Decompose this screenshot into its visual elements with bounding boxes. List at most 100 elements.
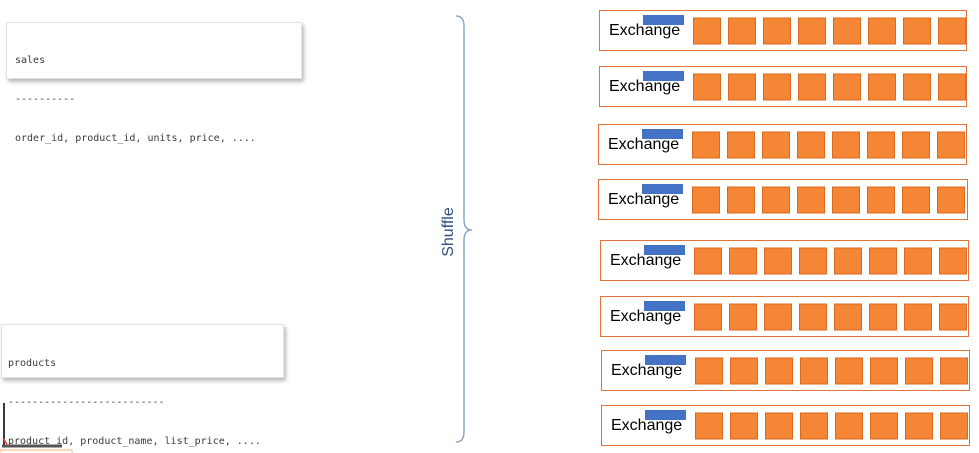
partition-block <box>868 73 896 100</box>
exchange-row: Exchange <box>600 240 969 281</box>
partition-block <box>868 17 896 44</box>
partition-block <box>764 303 792 330</box>
partition-block <box>798 17 826 44</box>
partition-block <box>833 73 861 100</box>
partition-block <box>870 357 898 384</box>
partition-block <box>800 357 828 384</box>
partition-block <box>763 73 791 100</box>
partition-block <box>797 186 825 213</box>
partition-blocks <box>692 186 965 213</box>
partition-block <box>762 186 790 213</box>
partition-block <box>939 303 967 330</box>
exchange-label: Exchange <box>608 135 680 153</box>
exchange-row: Exchange <box>598 124 967 165</box>
partition-block <box>832 131 860 158</box>
exchange-tag <box>644 301 685 311</box>
partition-blocks <box>694 247 967 274</box>
partition-blocks <box>693 17 966 44</box>
partition-block <box>835 357 863 384</box>
partition-block <box>904 247 932 274</box>
products-table-name: products <box>8 358 57 369</box>
partition-block <box>730 357 758 384</box>
exchange-tag <box>645 410 686 420</box>
exchange-tag <box>645 355 686 365</box>
partition-block <box>692 186 720 213</box>
partition-block <box>902 131 930 158</box>
exchange-label: Exchange <box>610 251 682 269</box>
partition-block <box>937 131 965 158</box>
exchange-tag <box>643 71 684 81</box>
partition-block <box>904 303 932 330</box>
exchange-label: Exchange <box>609 77 681 95</box>
partition-blocks <box>694 303 967 330</box>
partition-block <box>834 247 862 274</box>
exchange-label: Exchange <box>608 190 680 208</box>
partition-block <box>693 73 721 100</box>
partition-block <box>695 357 723 384</box>
exchange-label: Exchange <box>611 361 683 379</box>
partition-block <box>870 412 898 439</box>
partition-block <box>940 412 968 439</box>
partition-block <box>903 17 931 44</box>
sales-table-card: sales ---------- order_id, product_id, u… <box>6 22 302 144</box>
partition-blocks <box>695 412 968 439</box>
products-table-card: products -------------------------- prod… <box>1 324 284 447</box>
partition-block <box>867 186 895 213</box>
partition-block <box>903 73 931 100</box>
exchange-tag <box>643 15 684 25</box>
partition-block <box>693 17 721 44</box>
partition-block <box>728 17 756 44</box>
exchange-row: Exchange <box>601 350 970 391</box>
partition-block <box>833 17 861 44</box>
sales-table-separator: ---------- <box>15 94 76 105</box>
sales-table-name: sales <box>15 55 46 66</box>
exchange-label: Exchange <box>609 21 681 39</box>
exchange-row: Exchange <box>599 66 967 107</box>
partition-block <box>764 247 792 274</box>
partition-blocks <box>692 131 965 158</box>
partition-block <box>797 131 825 158</box>
partition-block <box>798 73 826 100</box>
partition-block <box>694 303 722 330</box>
partition-block <box>905 357 933 384</box>
partition-block <box>937 186 965 213</box>
partition-block <box>835 412 863 439</box>
partition-block <box>834 303 862 330</box>
partition-block <box>867 131 895 158</box>
partition-block <box>730 412 758 439</box>
exchange-tag <box>642 129 683 139</box>
partition-block <box>799 303 827 330</box>
partition-block <box>832 186 860 213</box>
partition-blocks <box>693 73 966 100</box>
partition-block <box>692 131 720 158</box>
partition-block <box>763 17 791 44</box>
partition-block <box>939 247 967 274</box>
partition-block <box>695 412 723 439</box>
partition-block <box>727 131 755 158</box>
exchange-row: Exchange <box>598 179 968 220</box>
partition-block <box>728 73 756 100</box>
corner-accent-line <box>2 437 9 447</box>
partition-block <box>729 247 757 274</box>
partition-block <box>938 73 966 100</box>
shuffle-label: Shuffle <box>440 207 457 257</box>
shuffle-brace <box>455 15 472 443</box>
partition-block <box>765 412 793 439</box>
sales-table-columns: order_id, product_id, units, price, .... <box>15 133 256 144</box>
exchange-tag <box>644 245 685 255</box>
exchange-tag <box>642 184 683 194</box>
products-table-columns: product_id, product_name, list_price, ..… <box>8 436 261 447</box>
corner-edge <box>0 449 73 453</box>
exchange-label: Exchange <box>610 307 682 325</box>
partition-block <box>905 412 933 439</box>
partition-block <box>799 247 827 274</box>
partition-blocks <box>695 357 968 384</box>
partition-block <box>940 357 968 384</box>
partition-block <box>694 247 722 274</box>
exchange-row: Exchange <box>601 405 970 446</box>
partition-block <box>869 247 897 274</box>
exchange-row: Exchange <box>600 296 969 337</box>
partition-block <box>727 186 755 213</box>
partition-block <box>762 131 790 158</box>
